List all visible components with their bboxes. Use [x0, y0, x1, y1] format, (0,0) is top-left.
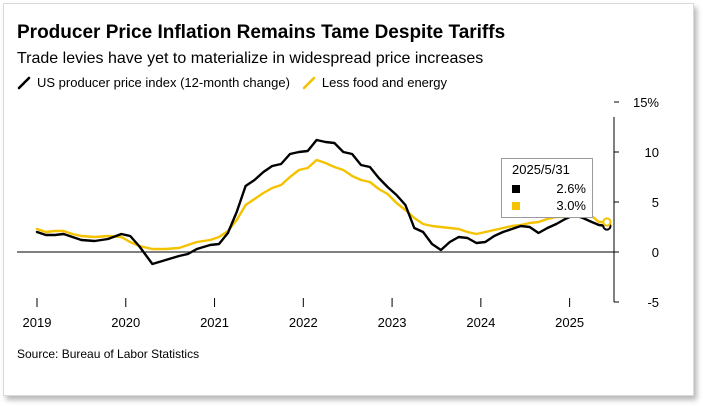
tooltip-value-core: 3.0% [556, 198, 586, 213]
legend-item-core: Less food and energy [302, 75, 447, 90]
x-tick-label: 2021 [200, 315, 229, 330]
legend-item-ppi: US producer price index (12-month change… [17, 75, 290, 90]
legend: US producer price index (12-month change… [17, 75, 459, 90]
y-tick-label: 5 [652, 195, 659, 210]
series-line-ppi [35, 138, 609, 266]
legend-label-core: Less food and energy [321, 75, 447, 90]
legend-swatch-core-line [302, 76, 316, 89]
x-tick-label: 2020 [111, 315, 140, 330]
tooltip-swatch-ppi [512, 184, 520, 193]
source-note: Source: Bureau of Labor Statistics [17, 347, 200, 361]
x-tick-label: 2023 [378, 315, 407, 330]
legend-swatch-ppi [17, 76, 31, 89]
tooltip-row-ppi: 2.6% [512, 181, 586, 196]
data-tooltip: 2025/5/31 2.6% 3.0% [501, 158, 593, 218]
legend-label-ppi: US producer price index (12-month change… [37, 75, 290, 90]
tooltip-row-core: 3.0% [512, 198, 586, 213]
y-tick-label: -5 [647, 295, 659, 310]
x-tick-label: 2019 [23, 315, 52, 330]
chart-subtitle: Trade levies have yet to materialize in … [17, 50, 484, 67]
y-tick-label: 10 [645, 145, 659, 160]
x-tick-label: 2024 [466, 315, 495, 330]
y-tick-label: 15% [633, 95, 659, 110]
tooltip-value-ppi: 2.6% [556, 181, 586, 196]
legend-swatch-ppi-line [17, 76, 31, 89]
tooltip-date: 2025/5/31 [512, 162, 570, 177]
tooltip-swatch-core [512, 201, 520, 210]
legend-swatch-core [302, 76, 316, 89]
series-line-core [35, 158, 609, 251]
chart-title: Producer Price Inflation Remains Tame De… [17, 22, 506, 43]
x-tick-label: 2022 [289, 315, 318, 330]
endpoint-marker-core [602, 217, 612, 227]
y-tick-label: 0 [652, 245, 659, 260]
x-tick-label: 2025 [555, 315, 584, 330]
